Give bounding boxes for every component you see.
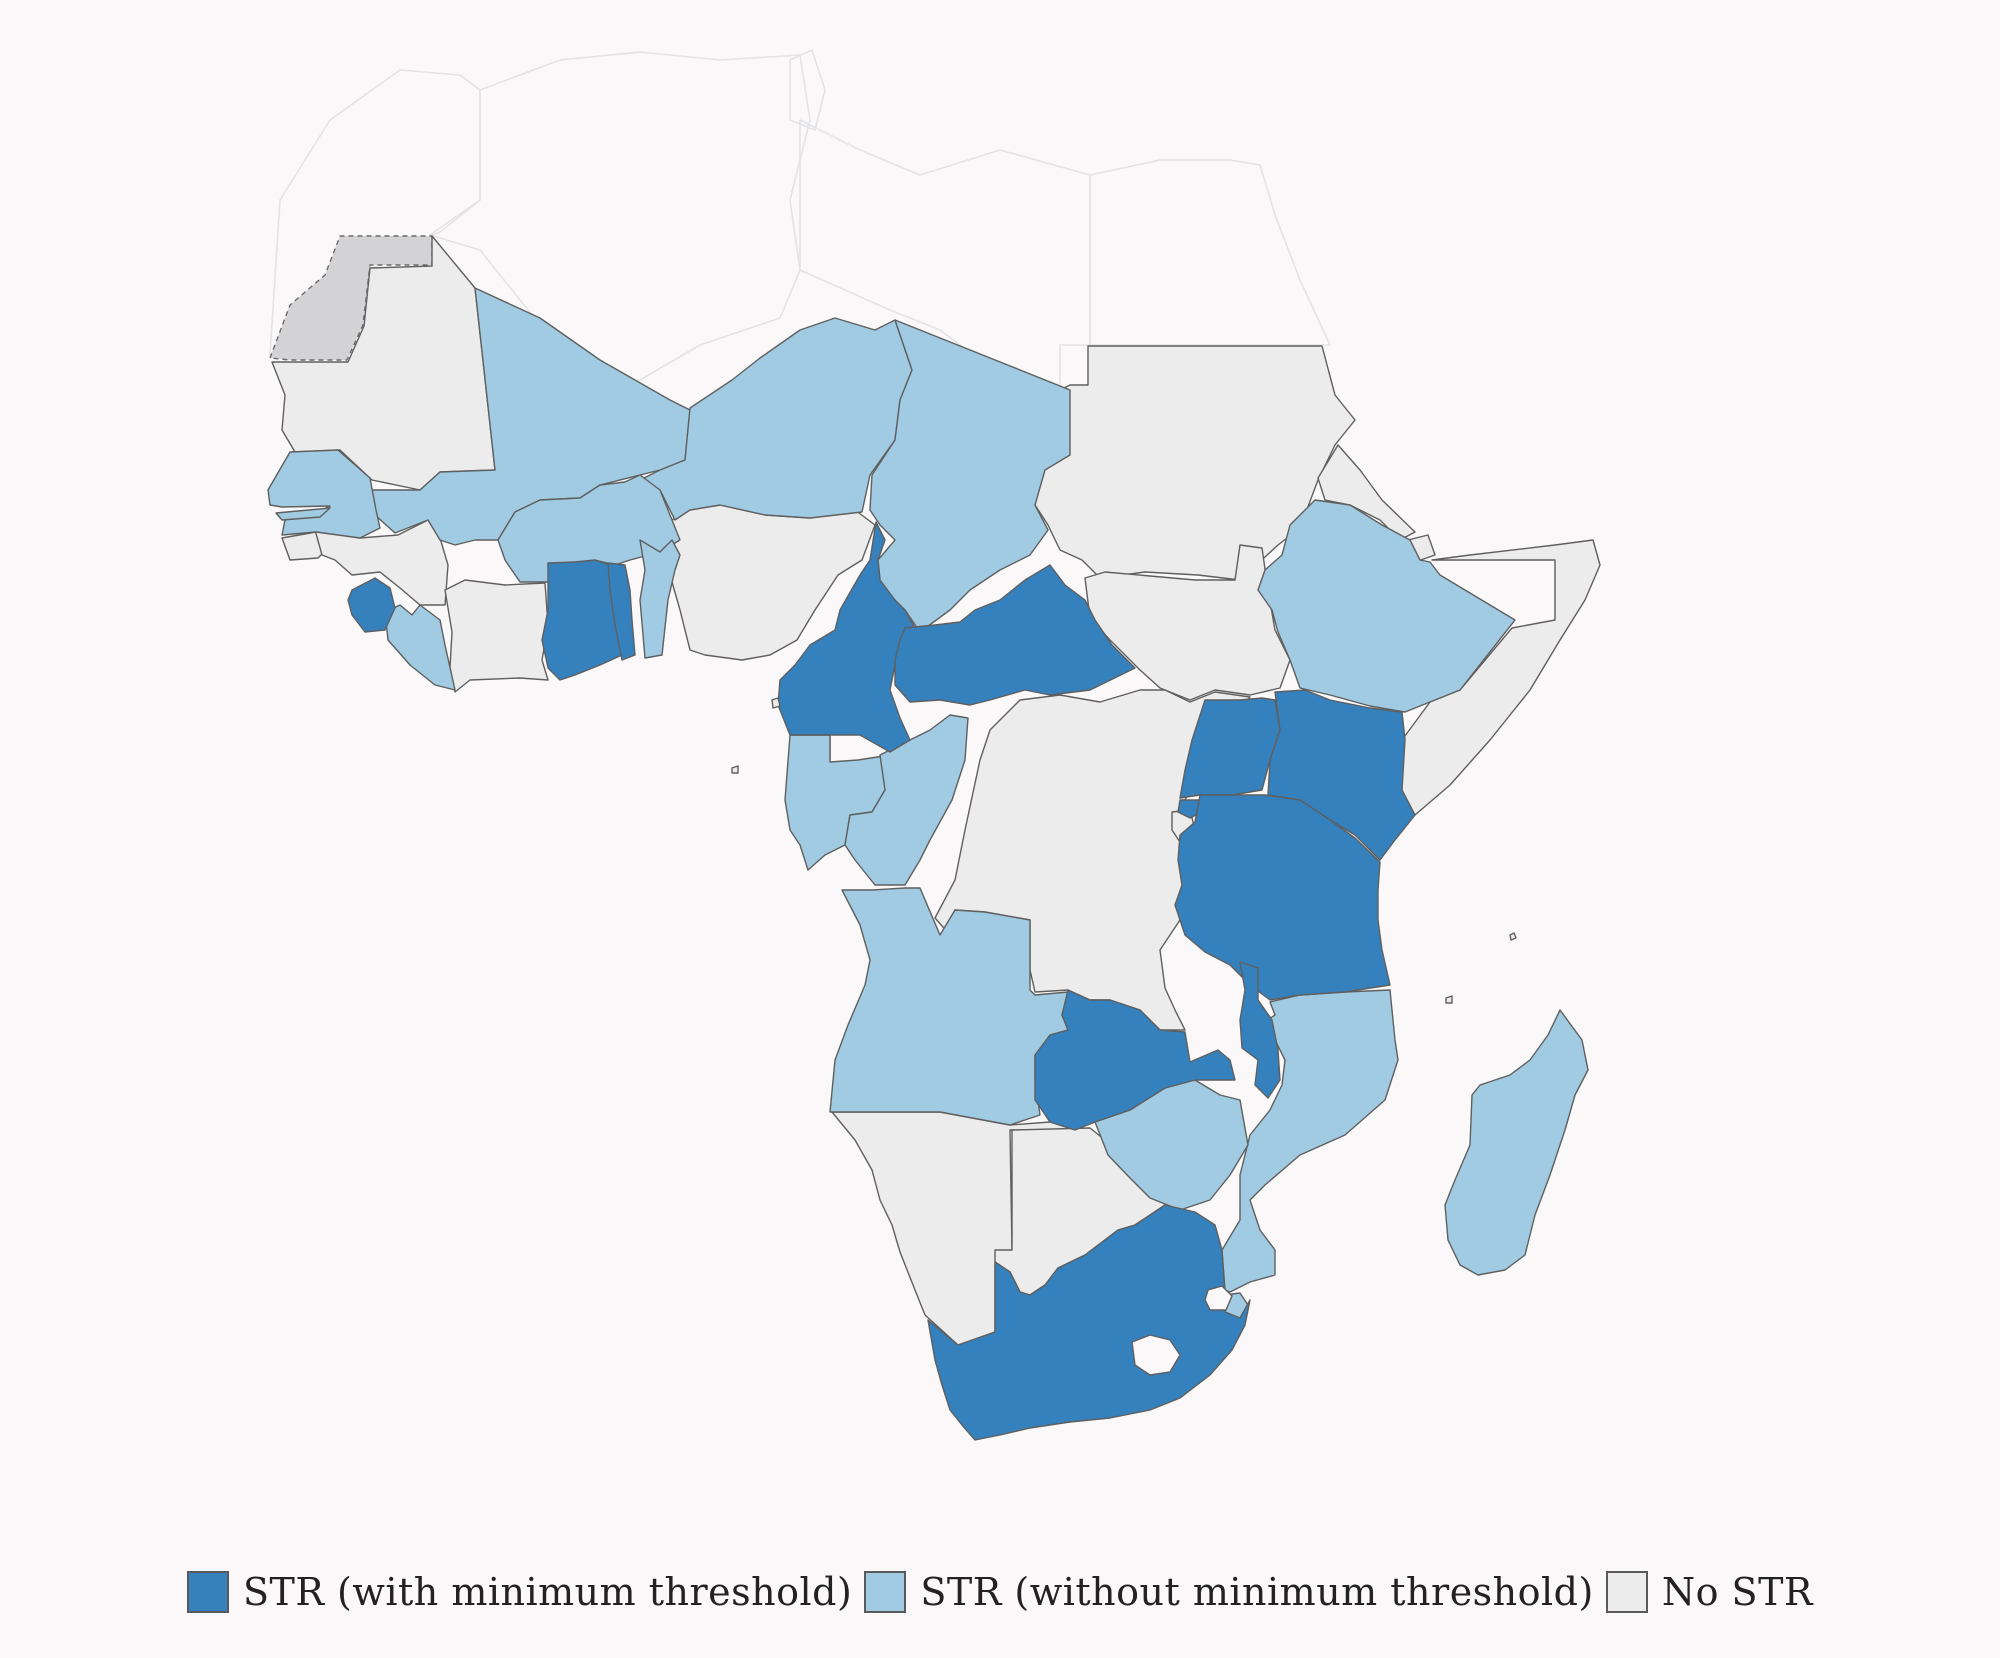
country-zambia	[1034, 989, 1236, 1131]
country-liberia	[384, 604, 456, 691]
island-seychelles	[1509, 932, 1517, 941]
country-lesotho-hole	[1131, 1334, 1181, 1376]
country-togo	[607, 562, 636, 661]
country-congo	[844, 714, 969, 886]
legend-label: STR (with minimum threshold)	[242, 1570, 853, 1614]
island-comoros	[1445, 995, 1453, 1004]
island-sao-tome	[731, 765, 739, 774]
country-eritrea	[1317, 444, 1416, 541]
country-uganda	[1179, 697, 1281, 799]
country-madagascar	[1444, 1009, 1589, 1276]
country-tunisia	[789, 49, 826, 131]
no-str-countries	[271, 235, 1601, 1369]
legend-item-str-nomin: STR (without minimum threshold)	[864, 1570, 1594, 1614]
country-kenya	[1267, 689, 1416, 861]
country-benin	[639, 539, 681, 659]
legend-swatch-str-min	[186, 1571, 229, 1613]
country-guinea	[314, 519, 449, 606]
country-ethiopia	[1257, 499, 1516, 713]
country-cameroon	[777, 521, 916, 753]
map-legend: STR (with minimum threshold) STR (withou…	[0, 1570, 2000, 1614]
country-eswatini-hole	[1204, 1285, 1233, 1311]
island-bioko	[771, 697, 781, 709]
country-somalia	[1401, 539, 1601, 816]
map-canvas	[267, 49, 1601, 1441]
legend-item-str-min: STR (with minimum threshold)	[186, 1570, 853, 1614]
legend-item-no-str: No STR	[1605, 1570, 1814, 1614]
legend-swatch-no-str	[1605, 1571, 1648, 1613]
country-ghana	[541, 559, 623, 681]
legend-label: No STR	[1661, 1570, 1814, 1614]
country-gambia	[275, 507, 331, 521]
country-car	[894, 564, 1136, 706]
country-south-africa	[927, 1204, 1251, 1441]
country-libya	[799, 119, 1091, 391]
legend-label: STR (without minimum threshold)	[920, 1570, 1594, 1614]
islands	[731, 697, 1517, 1004]
country-mozambique	[1221, 989, 1399, 1293]
legend-swatch-str-nomin	[864, 1571, 907, 1613]
str-nomin-countries	[267, 287, 1589, 1319]
country-malawi	[1239, 961, 1281, 1099]
country-egypt	[1089, 159, 1331, 346]
country-senegal	[267, 449, 381, 539]
country-cote-divoire	[444, 579, 549, 693]
country-sierra-leone	[347, 577, 396, 633]
country-tanzania	[1174, 794, 1391, 1001]
str-min-countries	[347, 521, 1416, 1441]
